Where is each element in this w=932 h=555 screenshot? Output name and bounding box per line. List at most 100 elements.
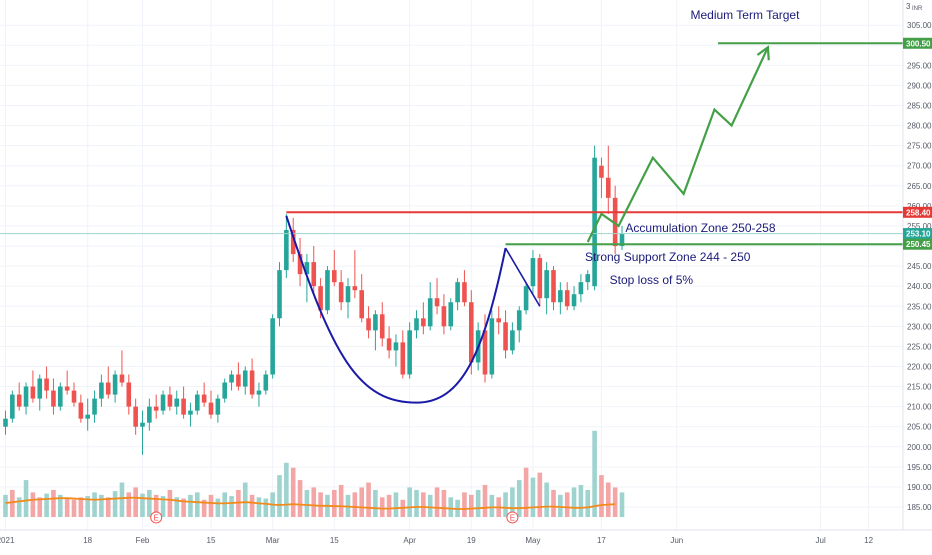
volume-bar bbox=[181, 498, 186, 518]
volume-bar bbox=[105, 497, 111, 518]
candle-up bbox=[99, 374, 104, 407]
volume-bar bbox=[441, 489, 447, 518]
candle-down bbox=[421, 302, 426, 335]
price-axis-tick-label: 240.00 bbox=[907, 282, 932, 291]
candle-down bbox=[551, 266, 556, 311]
handle-line-drawing bbox=[504, 247, 541, 307]
projection-path-drawing bbox=[586, 46, 769, 243]
price-axis-tick-label: 220.00 bbox=[907, 362, 932, 371]
candle-up bbox=[3, 410, 8, 435]
volume-bar bbox=[427, 494, 433, 518]
volume-bar bbox=[530, 477, 536, 518]
candle-body bbox=[174, 398, 180, 407]
candle-down bbox=[236, 362, 241, 391]
price-axis-tick-label: 230.00 bbox=[907, 322, 932, 331]
candle-body bbox=[537, 258, 543, 299]
price-axis-tick-label: 270.00 bbox=[907, 162, 932, 171]
candle-up bbox=[140, 410, 145, 455]
price-tag-background bbox=[903, 206, 932, 218]
price-axis-tick-label: 210.00 bbox=[907, 403, 932, 412]
volume-bar bbox=[23, 480, 29, 518]
volume-bar bbox=[112, 491, 118, 518]
price-axis-tick-label: 200.00 bbox=[907, 443, 932, 452]
volume-bar bbox=[153, 494, 159, 518]
candle-up bbox=[58, 382, 63, 411]
candle-up bbox=[393, 334, 399, 367]
volume-bar bbox=[414, 489, 419, 518]
candle-body bbox=[421, 318, 426, 327]
candle-down bbox=[338, 270, 344, 311]
candle-body bbox=[612, 197, 618, 247]
volume-bar bbox=[434, 487, 440, 518]
volume-bar bbox=[64, 498, 70, 518]
candle-body bbox=[318, 286, 323, 311]
candle-body bbox=[160, 394, 166, 411]
annotation-text: Stop loss of 5% bbox=[610, 273, 694, 287]
volume-bar bbox=[263, 498, 269, 518]
candle-body bbox=[64, 386, 70, 391]
candle-body bbox=[270, 318, 275, 375]
candle-up bbox=[345, 278, 351, 319]
price-axis-background[interactable] bbox=[903, 0, 932, 530]
candle-up bbox=[516, 306, 522, 343]
candle-body bbox=[311, 262, 317, 287]
volume-bar bbox=[619, 492, 625, 518]
volume-bar bbox=[208, 494, 214, 518]
candle-up bbox=[510, 322, 515, 355]
candle-body bbox=[462, 282, 467, 303]
volume-bar bbox=[85, 496, 90, 518]
candle-down bbox=[208, 390, 214, 419]
volume-bar bbox=[133, 487, 138, 518]
volume-bar bbox=[386, 494, 392, 518]
volume-bar bbox=[592, 430, 597, 518]
candle-body bbox=[78, 402, 84, 419]
candle-body bbox=[133, 406, 138, 427]
candle-down bbox=[119, 350, 125, 387]
price-axis-tick-label: 245.00 bbox=[907, 262, 932, 271]
candle-body bbox=[427, 298, 433, 327]
candle-body bbox=[373, 314, 378, 331]
volume-bar bbox=[332, 489, 337, 518]
candle-up bbox=[242, 366, 248, 395]
candle-down bbox=[564, 282, 570, 311]
time-axis-tick-label: May bbox=[525, 536, 540, 545]
time-axis-background[interactable] bbox=[0, 530, 932, 550]
top-right-label: 3 bbox=[906, 2, 911, 11]
price-axis-tick-label: 185.00 bbox=[907, 503, 932, 512]
time-axis-tick-label: 12 bbox=[864, 536, 873, 545]
candle-down bbox=[311, 246, 317, 295]
candle-up bbox=[188, 402, 193, 427]
candle-up bbox=[284, 213, 289, 279]
candle-body bbox=[249, 370, 255, 395]
volume-bar bbox=[249, 494, 255, 518]
volume-bar bbox=[304, 489, 310, 518]
volume-bar bbox=[585, 489, 591, 518]
candle-up bbox=[195, 390, 200, 415]
volume-bar bbox=[174, 497, 180, 518]
candle-body bbox=[85, 414, 90, 419]
candle-body bbox=[489, 318, 495, 375]
price-tag-label: 300.50 bbox=[906, 39, 931, 48]
candle-up bbox=[277, 262, 282, 327]
candle-body bbox=[551, 270, 556, 303]
candle-body bbox=[606, 177, 611, 198]
candle-up bbox=[578, 274, 584, 303]
candle-down bbox=[105, 366, 111, 399]
candle-body bbox=[516, 310, 522, 331]
candle-body bbox=[558, 290, 563, 303]
candle-body bbox=[332, 270, 337, 283]
candle-body bbox=[496, 318, 501, 323]
candle-body bbox=[407, 330, 412, 375]
time-axis[interactable]: 2021 18 Feb 15 Mar 15 Apr 19 May 17 Jun Jul 12 bbox=[0, 536, 874, 545]
volume-bar bbox=[44, 493, 49, 518]
candle-down bbox=[496, 306, 501, 335]
volume-bar bbox=[393, 492, 399, 518]
earnings-marker-icon bbox=[150, 511, 163, 524]
candle-body bbox=[592, 157, 597, 287]
candle-body bbox=[236, 374, 241, 387]
candle-body bbox=[58, 386, 63, 407]
candle-body bbox=[119, 374, 125, 383]
